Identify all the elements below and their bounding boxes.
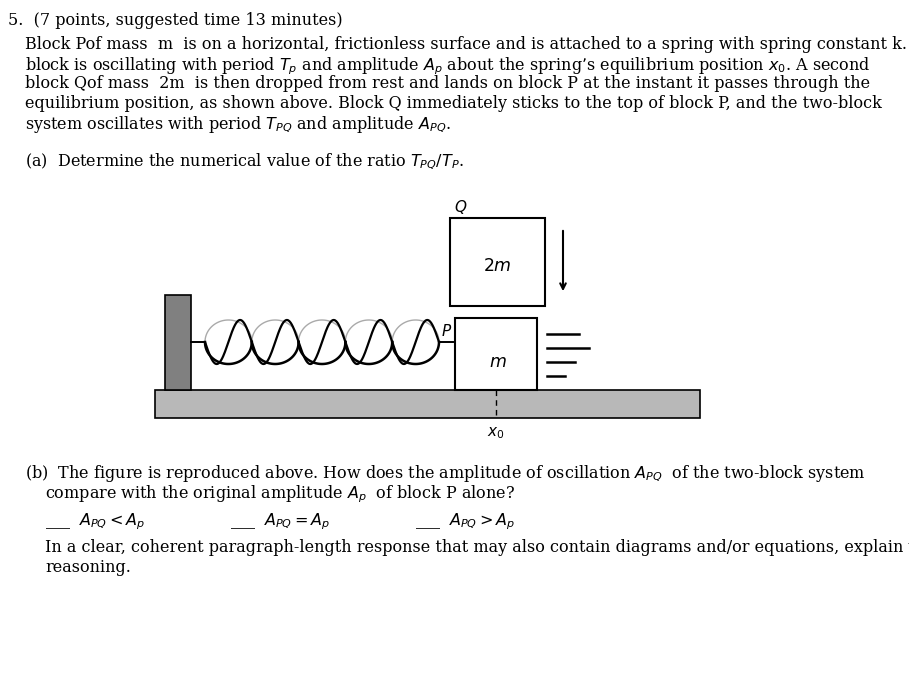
Text: compare with the original amplitude $A_p$  of block P alone?: compare with the original amplitude $A_p… — [45, 484, 515, 505]
Text: (a)  Determine the numerical value of the ratio $T_{PQ}/T_P$.: (a) Determine the numerical value of the… — [25, 152, 464, 172]
Text: ___  $A_{PQ} > A_p$: ___ $A_{PQ} > A_p$ — [415, 511, 515, 531]
Text: reasoning.: reasoning. — [45, 559, 131, 576]
Bar — [455, 318, 537, 390]
Text: equilibrium position, as shown above. Block Q immediately sticks to the top of b: equilibrium position, as shown above. Bl… — [25, 95, 882, 111]
Text: system oscillates with period $T_{PQ}$ and amplitude $A_{PQ}$.: system oscillates with period $T_{PQ}$ a… — [25, 114, 451, 135]
Text: $m$: $m$ — [489, 354, 507, 371]
Bar — [165, 295, 191, 390]
Text: Block Pof mass  m  is on a horizontal, frictionless surface and is attached to a: Block Pof mass m is on a horizontal, fri… — [25, 36, 909, 53]
Text: $Q$: $Q$ — [454, 198, 467, 216]
Text: ___  $A_{PQ} < A_p$: ___ $A_{PQ} < A_p$ — [45, 511, 145, 531]
Bar — [155, 390, 700, 418]
Text: $P$: $P$ — [441, 323, 452, 339]
Text: $2m$: $2m$ — [484, 258, 512, 275]
Bar — [450, 218, 545, 306]
Text: $x_0$: $x_0$ — [487, 425, 504, 441]
Text: block is oscillating with period $T_p$ and amplitude $A_p$ about the spring’s eq: block is oscillating with period $T_p$ a… — [25, 55, 871, 77]
Text: block Qof mass  2m  is then dropped from rest and lands on block P at the instan: block Qof mass 2m is then dropped from r… — [25, 75, 870, 92]
Text: In a clear, coherent paragraph-length response that may also contain diagrams an: In a clear, coherent paragraph-length re… — [45, 540, 909, 556]
Text: 5.  (7 points, suggested time 13 minutes): 5. (7 points, suggested time 13 minutes) — [8, 12, 343, 29]
Text: ___  $A_{PQ} = A_p$: ___ $A_{PQ} = A_p$ — [230, 511, 330, 531]
Text: (b)  The figure is reproduced above. How does the amplitude of oscillation $A_{P: (b) The figure is reproduced above. How … — [25, 463, 865, 484]
